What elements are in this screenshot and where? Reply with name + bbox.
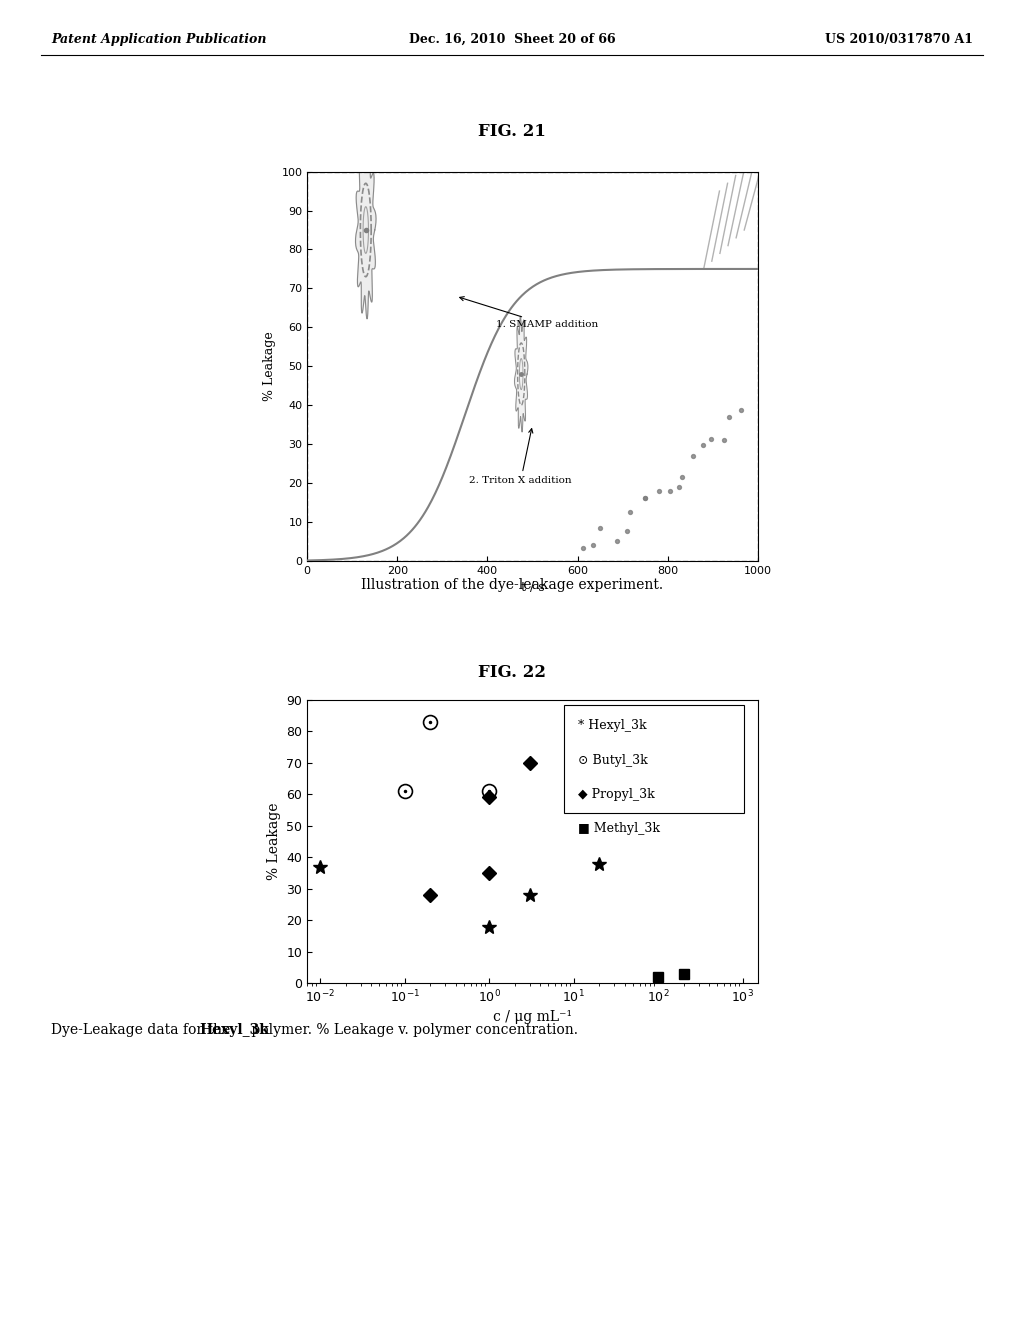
Point — [609, 531, 626, 552]
Point — [685, 445, 701, 466]
Text: Hexyl_3k: Hexyl_3k — [200, 1023, 269, 1038]
Text: 1. SMAMP addition: 1. SMAMP addition — [460, 297, 599, 330]
Text: FIG. 22: FIG. 22 — [478, 664, 546, 681]
Point — [721, 407, 737, 428]
Point — [651, 480, 668, 502]
Y-axis label: % Leakage: % Leakage — [267, 803, 281, 880]
Text: Dye-Leakage data for the: Dye-Leakage data for the — [51, 1023, 234, 1038]
Polygon shape — [355, 141, 376, 319]
Point — [695, 434, 712, 455]
Point — [732, 400, 749, 421]
Polygon shape — [514, 317, 528, 432]
Text: US 2010/0317870 A1: US 2010/0317870 A1 — [824, 33, 973, 46]
X-axis label: t / s: t / s — [520, 581, 545, 594]
Text: ◆ Propyl_3k: ◆ Propyl_3k — [578, 788, 654, 800]
Point — [592, 517, 608, 539]
Y-axis label: % Leakage: % Leakage — [263, 331, 275, 401]
Text: Patent Application Publication: Patent Application Publication — [51, 33, 266, 46]
Point — [674, 466, 690, 487]
X-axis label: c / μg mL⁻¹: c / μg mL⁻¹ — [493, 1010, 572, 1024]
Point — [716, 430, 732, 451]
Text: FIG. 21: FIG. 21 — [478, 123, 546, 140]
Point — [637, 487, 653, 508]
Point — [662, 480, 678, 502]
FancyBboxPatch shape — [564, 705, 744, 813]
Text: polymer. % Leakage v. polymer concentration.: polymer. % Leakage v. polymer concentrat… — [247, 1023, 579, 1038]
Text: 2. Triton X addition: 2. Triton X addition — [469, 429, 572, 486]
Text: ■ Methyl_3k: ■ Methyl_3k — [578, 821, 659, 834]
Point — [618, 520, 635, 541]
Point — [622, 502, 638, 523]
Text: Illustration of the dye-leakage experiment.: Illustration of the dye-leakage experime… — [360, 578, 664, 593]
Point — [575, 537, 592, 558]
Point — [671, 477, 687, 498]
Point — [637, 487, 653, 508]
Point — [586, 535, 602, 556]
Point — [702, 428, 719, 449]
Text: ⊙ Butyl_3k: ⊙ Butyl_3k — [578, 754, 647, 767]
Text: Dec. 16, 2010  Sheet 20 of 66: Dec. 16, 2010 Sheet 20 of 66 — [409, 33, 615, 46]
Text: * Hexyl_3k: * Hexyl_3k — [578, 719, 646, 733]
